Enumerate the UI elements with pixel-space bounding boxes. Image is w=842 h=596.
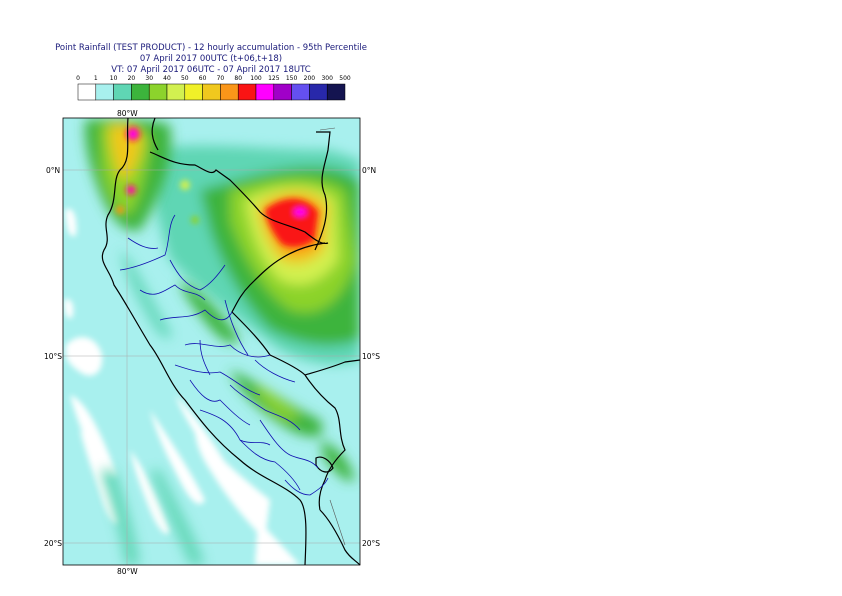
country-borders xyxy=(101,117,361,566)
legend-tick-label: 70 xyxy=(217,75,225,82)
legend-tick-label: 50 xyxy=(181,75,189,82)
color-legend: 0 1 10 20 30 40 50 60 70 80 100 125 150 200 300 500 xyxy=(76,75,351,101)
top-longitude-label: 80°W xyxy=(117,109,138,118)
legend-tick-label: 300 xyxy=(321,75,333,82)
legend-tick-label: 10 xyxy=(110,75,118,82)
lat-label-right-20s: 20°S xyxy=(362,539,380,548)
legend-tick-label: 125 xyxy=(268,75,280,82)
legend-tick-label: 30 xyxy=(145,75,153,82)
graticule xyxy=(63,118,360,565)
forecast-run: 07 April 2017 00UTC (t+06,t+18) xyxy=(139,54,283,64)
lat-label-left-0: 0°N xyxy=(46,166,60,175)
lat-label-left-10s: 10°S xyxy=(44,352,62,361)
legend-tick-label: 1 xyxy=(94,75,98,82)
rainfall-field xyxy=(63,118,360,565)
legend-tick-label: 200 xyxy=(304,75,316,82)
neighbor-borders xyxy=(319,127,346,546)
legend-tick-label: 20 xyxy=(128,75,136,82)
legend-tick-label: 80 xyxy=(234,75,242,82)
legend-tick-label: 60 xyxy=(199,75,207,82)
lat-label-left-20s: 20°S xyxy=(44,539,62,548)
map-frame xyxy=(62,117,361,566)
legend-tick-label: 0 xyxy=(76,75,80,82)
lat-label-right-0: 0°N xyxy=(362,166,376,175)
legend-tick-label: 40 xyxy=(163,75,171,82)
regional-borders xyxy=(119,214,329,496)
bottom-longitude-label: 80°W xyxy=(117,567,138,576)
map-title: Point Rainfall (TEST PRODUCT) - 12 hourl… xyxy=(55,43,367,53)
legend-tick-label: 500 xyxy=(339,75,351,82)
legend-tick-label: 150 xyxy=(286,75,298,82)
valid-time: VT: 07 April 2017 06UTC - 07 April 2017 … xyxy=(111,65,311,75)
legend-swatch xyxy=(326,83,346,101)
legend-tick-label: 100 xyxy=(250,75,262,82)
lat-label-right-10s: 10°S xyxy=(362,352,380,361)
